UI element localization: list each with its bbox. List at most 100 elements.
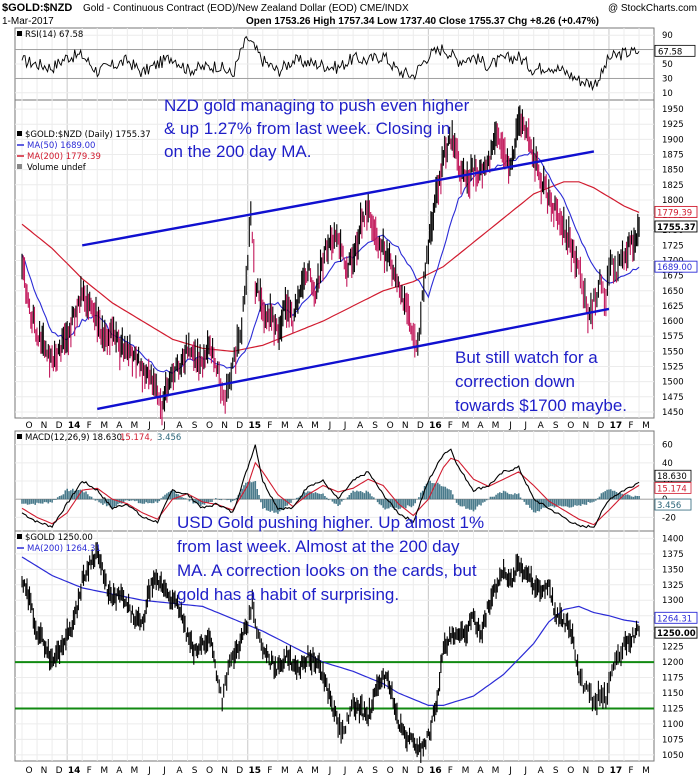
x-tick-label: S (553, 766, 559, 776)
y-tick-label: 1050 (662, 751, 684, 761)
x-tick-label: M (100, 421, 108, 431)
y-tick-label: 60 (662, 441, 673, 451)
chart-date: 1-Mar-2017 (2, 16, 54, 27)
y-tick-label: 1075 (662, 735, 684, 745)
x-tick-label: M (100, 766, 108, 776)
macd-tag-label: 15.174 (657, 484, 687, 494)
x-tick-label: 16 (429, 766, 442, 776)
nzd-tag-label: 1689.00 (657, 263, 692, 273)
x-tick-label: N (221, 421, 228, 431)
x-tick-label: A (357, 766, 364, 776)
x-tick-label: M (130, 421, 138, 431)
x-tick-label: F (87, 766, 92, 776)
x-tick-label: O (387, 421, 394, 431)
y-tick-label: -20 (662, 513, 676, 523)
x-tick-label: J (162, 766, 166, 776)
x-tick-label: A (477, 766, 484, 776)
rsi-plot: 67.58 (15, 35, 696, 92)
nzd-legend-ma200: MA(200) 1779.39 (27, 152, 101, 162)
x-axis-top: O N D 14 F M A M J J A S O N D 15 F M A M J J A S O N D 16 F M A M J J A S O… (25, 421, 649, 431)
usd-legend-ma200: MA(200) 1264.31 (27, 544, 101, 554)
y-tick-label: 1500 (662, 378, 684, 388)
y-tick-label: 1625 (662, 302, 684, 312)
x-tick-label: A (538, 421, 545, 431)
x-tick-label: M (462, 766, 470, 776)
x-tick-label: A (176, 421, 183, 431)
macd-tag-label: 3.456 (657, 501, 681, 511)
y-tick-label: 1825 (662, 181, 684, 191)
nzd-plot: 1779.39 1755.37 1689.00 (21, 105, 698, 426)
y-tick-label: 1400 (662, 534, 684, 544)
y-tick-label: 1850 (662, 166, 684, 176)
x-tick-label: 15 (248, 421, 261, 431)
x-tick-label: D (597, 421, 604, 431)
rsi-legend: RSI(14) 67.58 (17, 30, 83, 40)
x-tick-label: M (642, 421, 650, 431)
y-tick-label: 90 (662, 31, 673, 41)
x-tick-label: J (162, 421, 166, 431)
trendline-upper (81, 150, 595, 247)
macd-tag-box (654, 469, 692, 482)
x-tick-label: M (281, 766, 289, 776)
nzd-ma200-line (21, 181, 640, 353)
x-tick-label: S (372, 766, 378, 776)
x-tick-label: F (628, 421, 633, 431)
stockcharts-credit: @ StockCharts.com (608, 3, 697, 14)
x-tick-label: M (311, 766, 319, 776)
x-tick-label: D (56, 421, 63, 431)
x-axis-bottom: O N D 14 F M A M J J A S O N D 15 F M A M J J A S O N D 16 F M A M J J A S O… (25, 766, 649, 776)
nzd-legend-swatch-price (17, 131, 22, 136)
x-tick-label: 16 (429, 421, 442, 431)
annotation-nzd-line-2: & up 1.27% from last week. Closing in (164, 119, 450, 138)
macd-histogram (21, 480, 640, 514)
x-tick-label: 14 (68, 421, 81, 431)
x-tick-label: J (508, 766, 512, 776)
x-tick-label: A (357, 421, 364, 431)
annotation-usd: USD Gold pushing higher. Up almost 1% fr… (177, 513, 484, 604)
y-tick-label: 1600 (662, 317, 684, 327)
x-tick-label: O (206, 766, 213, 776)
usd-legend-swatch-price (17, 534, 22, 539)
rsi-legend-swatch (17, 31, 22, 36)
rsi-last-tag: 67.58 (658, 47, 682, 57)
annotation-usd-line-1: USD Gold pushing higher. Up almost 1% (177, 513, 484, 532)
x-tick-label: O (567, 766, 574, 776)
y-tick-label: 1800 (662, 196, 684, 206)
x-tick-label: N (41, 766, 48, 776)
x-tick-label: D (417, 766, 424, 776)
y-tick-label: 1325 (662, 581, 684, 591)
x-tick-label: S (553, 421, 559, 431)
annotation-nzd-line-3: on the 200 day MA. (164, 142, 311, 161)
x-tick-label: M (642, 766, 650, 776)
x-tick-label: F (267, 766, 272, 776)
nzd-legend-ma50: MA(50) 1689.00 (27, 141, 95, 151)
nzd-price-bars-down (22, 113, 634, 426)
x-tick-label: N (402, 421, 409, 431)
usd-legend-price: $GOLD 1250.00 (25, 533, 93, 543)
nzd-price-panel (14, 99, 655, 419)
x-tick-label: A (538, 766, 545, 776)
y-tick-label: 1300 (662, 596, 684, 606)
x-tick-label: J (508, 421, 512, 431)
annotation-nzd-bottom: But still watch for a correction down to… (455, 348, 627, 415)
x-tick-label: J (343, 421, 347, 431)
rsi-line (21, 35, 640, 92)
x-tick-label: 17 (610, 421, 623, 431)
x-tick-label: F (448, 421, 453, 431)
y-tick-label: 1450 (662, 408, 684, 418)
usd-tag-label: 1264.31 (657, 614, 692, 624)
annotation-usd-line-3: MA. A correction looks on the cards, but (177, 561, 477, 580)
annotation-nzd-bottom-line-3: towards $1700 maybe. (455, 396, 627, 415)
x-tick-label: D (417, 421, 424, 431)
nzd-tag-label: 1779.39 (657, 208, 692, 218)
x-tick-label: O (387, 766, 394, 776)
x-tick-label: A (297, 766, 304, 776)
x-tick-label: O (567, 421, 574, 431)
usd-tag-box (654, 626, 698, 639)
x-tick-label: J (523, 766, 527, 776)
macd-legend-macd: MACD(12,26,9) 18.630, (25, 433, 125, 443)
chart-symbol: $GOLD:$NZD (2, 2, 72, 14)
y-tick-label: 1525 (662, 363, 684, 373)
annotation-nzd-top: NZD gold managing to push even higher & … (164, 96, 470, 161)
